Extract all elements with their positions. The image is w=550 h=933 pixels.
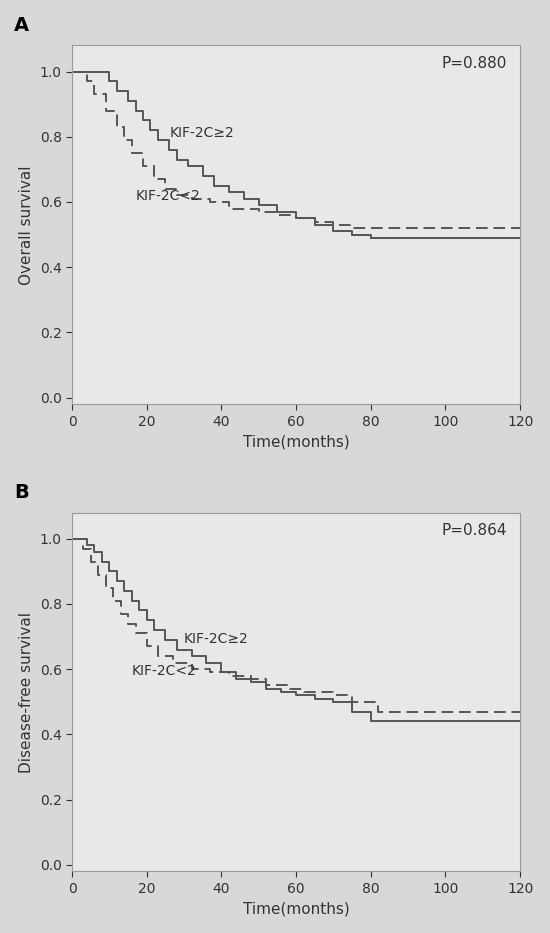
Text: A: A: [14, 16, 29, 35]
Text: P=0.864: P=0.864: [441, 523, 507, 538]
X-axis label: Time(months): Time(months): [243, 901, 349, 916]
Text: B: B: [14, 483, 29, 502]
Y-axis label: Disease-free survival: Disease-free survival: [19, 611, 34, 773]
Text: P=0.880: P=0.880: [441, 56, 507, 71]
Text: KIF-2C≥2: KIF-2C≥2: [184, 633, 249, 647]
Text: KIF-2C<2: KIF-2C<2: [135, 189, 200, 203]
Text: KIF-2C≥2: KIF-2C≥2: [169, 126, 234, 140]
Y-axis label: Overall survival: Overall survival: [19, 165, 34, 285]
X-axis label: Time(months): Time(months): [243, 434, 349, 449]
Text: KIF-2C<2: KIF-2C<2: [132, 664, 196, 678]
